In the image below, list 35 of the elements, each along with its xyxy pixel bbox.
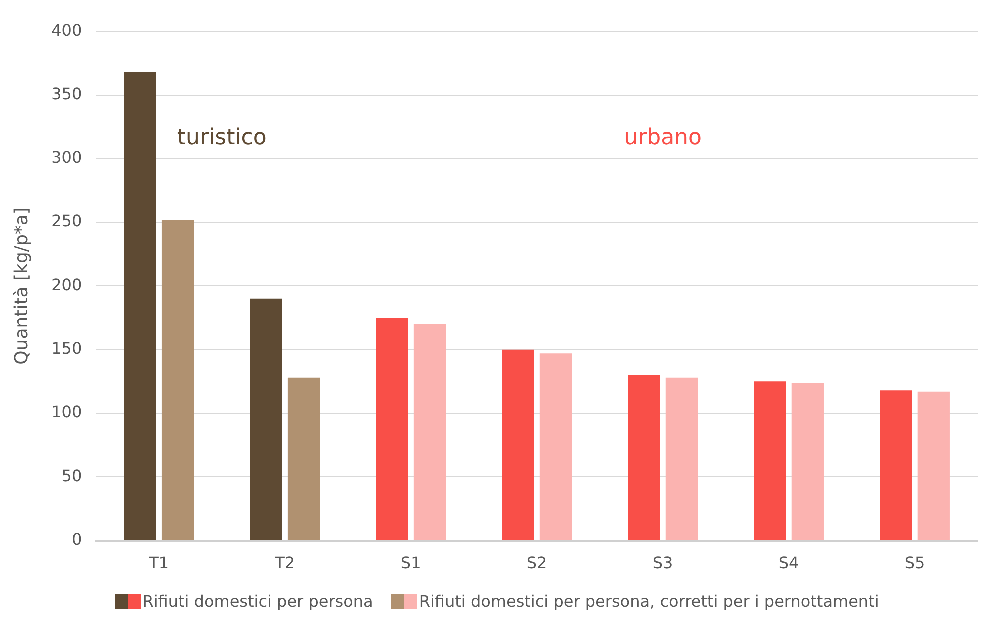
y-tick-label: 50	[62, 466, 82, 486]
x-tick-label: S1	[400, 554, 422, 573]
y-tick-label: 250	[52, 212, 82, 231]
y-tick-label: 150	[52, 339, 82, 358]
bar	[124, 72, 156, 540]
legend-label: Rifiuti domestici per persona, corretti per i pernottamenti	[419, 592, 880, 611]
annotation: urbano	[624, 125, 702, 150]
annotation: turistico	[177, 125, 267, 150]
bar	[880, 390, 912, 540]
bar	[414, 324, 446, 540]
bar	[628, 375, 660, 540]
y-tick-label: 350	[52, 84, 82, 104]
bar	[754, 382, 786, 540]
bar	[376, 318, 408, 540]
bar	[250, 298, 282, 540]
bar	[162, 220, 194, 540]
legend-label: Rifiuti domestici per persona	[142, 592, 374, 611]
bar	[288, 378, 320, 540]
y-tick-label: 300	[52, 148, 82, 168]
x-tick-label: T1	[148, 554, 170, 573]
bar	[666, 378, 698, 540]
bar	[540, 354, 572, 540]
x-tick-label: S3	[652, 554, 674, 573]
y-axis-title: Quantità [kg/p*a]	[11, 208, 32, 365]
y-tick-label: 200	[52, 275, 82, 294]
y-tick-label: 0	[72, 530, 82, 549]
y-tick-label: 400	[52, 20, 82, 40]
x-tick-label: S2	[526, 554, 548, 573]
bar	[502, 350, 534, 540]
x-tick-label: T2	[274, 554, 296, 573]
bar	[918, 392, 950, 540]
x-tick-label: S5	[904, 554, 926, 573]
bar	[792, 382, 824, 540]
x-tick-label: S4	[778, 554, 800, 573]
y-tick-label: 100	[52, 402, 82, 422]
